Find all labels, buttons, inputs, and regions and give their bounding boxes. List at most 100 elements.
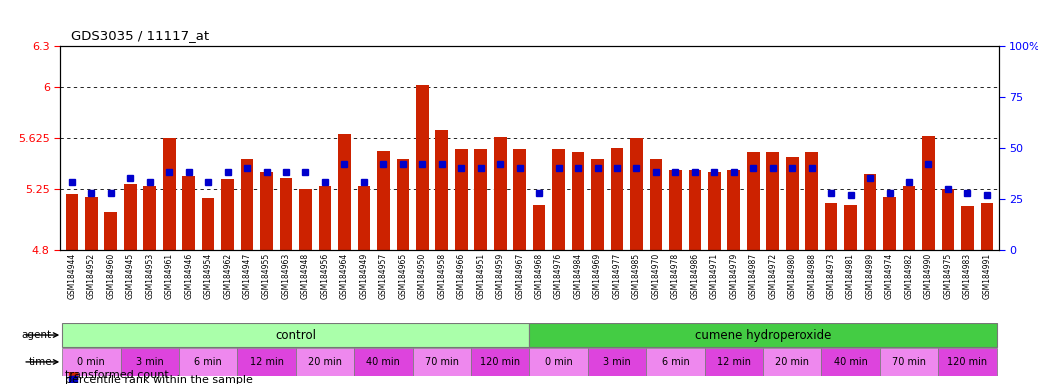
Bar — [786, 157, 798, 250]
Bar — [728, 170, 740, 250]
Text: GSM184955: GSM184955 — [262, 253, 271, 300]
Bar — [938, 348, 996, 376]
Bar — [903, 186, 916, 250]
Text: GSM184966: GSM184966 — [457, 253, 466, 300]
Bar — [514, 149, 526, 250]
Text: GSM184972: GSM184972 — [768, 253, 777, 300]
Bar — [864, 174, 876, 250]
Text: 70 min: 70 min — [425, 357, 459, 367]
Text: GSM184950: GSM184950 — [418, 253, 427, 300]
Bar — [319, 186, 331, 250]
Text: GSM184948: GSM184948 — [301, 253, 310, 300]
Bar — [299, 189, 311, 250]
Text: GSM184978: GSM184978 — [671, 253, 680, 300]
Text: 12 min: 12 min — [249, 357, 283, 367]
Text: GSM184990: GSM184990 — [924, 253, 933, 300]
Bar — [241, 159, 253, 250]
Text: GSM184965: GSM184965 — [399, 253, 407, 300]
Bar — [747, 152, 760, 250]
Bar — [494, 137, 507, 250]
Text: 3 min: 3 min — [603, 357, 631, 367]
Text: GSM184976: GSM184976 — [554, 253, 563, 300]
Text: GSM184951: GSM184951 — [476, 253, 485, 300]
Text: 40 min: 40 min — [834, 357, 868, 367]
Bar — [179, 348, 238, 376]
Bar — [941, 189, 954, 250]
Bar — [124, 184, 137, 250]
Bar — [821, 348, 880, 376]
Text: GSM184961: GSM184961 — [165, 253, 173, 300]
Text: GSM184973: GSM184973 — [826, 253, 836, 300]
Bar — [922, 136, 935, 250]
Bar — [688, 170, 702, 250]
Bar — [552, 149, 565, 250]
Text: GSM184977: GSM184977 — [612, 253, 622, 300]
Bar — [416, 85, 429, 250]
Bar — [436, 130, 448, 250]
Bar — [143, 186, 156, 250]
Bar — [120, 348, 179, 376]
Bar — [610, 148, 623, 250]
Bar — [763, 348, 821, 376]
Bar — [474, 149, 487, 250]
Text: GSM184960: GSM184960 — [106, 253, 115, 300]
Text: GSM184945: GSM184945 — [126, 253, 135, 300]
Text: 40 min: 40 min — [366, 357, 401, 367]
Text: GSM184979: GSM184979 — [730, 253, 738, 300]
Bar — [592, 159, 604, 250]
Text: percentile rank within the sample: percentile rank within the sample — [65, 375, 253, 384]
Text: time: time — [28, 357, 52, 367]
Bar — [221, 179, 234, 250]
Bar — [296, 348, 354, 376]
Bar — [105, 212, 117, 250]
Text: GSM184959: GSM184959 — [496, 253, 504, 300]
Bar — [85, 197, 98, 250]
Bar — [279, 178, 293, 250]
Bar — [357, 186, 371, 250]
Bar — [588, 348, 647, 376]
Text: GSM184964: GSM184964 — [339, 253, 349, 300]
Text: GSM184962: GSM184962 — [223, 253, 233, 300]
Text: GSM184989: GSM184989 — [866, 253, 875, 300]
Bar — [412, 348, 471, 376]
Text: cumene hydroperoxide: cumene hydroperoxide — [694, 329, 831, 341]
Bar — [630, 138, 643, 250]
Text: GSM184967: GSM184967 — [515, 253, 524, 300]
Bar — [766, 152, 780, 250]
Text: GSM184981: GSM184981 — [846, 253, 855, 299]
Text: 20 min: 20 min — [308, 357, 342, 367]
Text: GSM184944: GSM184944 — [67, 253, 77, 300]
Text: GSM184988: GSM184988 — [808, 253, 816, 299]
Text: transformed count: transformed count — [65, 370, 169, 380]
Text: 6 min: 6 min — [661, 357, 689, 367]
Bar — [532, 205, 545, 250]
Bar — [377, 151, 389, 250]
Bar — [163, 138, 175, 250]
Bar — [805, 152, 818, 250]
Text: GSM184982: GSM184982 — [904, 253, 913, 299]
Bar — [397, 159, 409, 250]
Bar — [62, 348, 120, 376]
Text: GSM184958: GSM184958 — [437, 253, 446, 300]
Bar — [201, 198, 215, 250]
Bar — [650, 159, 662, 250]
Text: GSM184983: GSM184983 — [963, 253, 972, 300]
Text: GSM184971: GSM184971 — [710, 253, 719, 300]
Text: 0 min: 0 min — [545, 357, 572, 367]
Text: GSM184985: GSM184985 — [632, 253, 640, 300]
Bar — [708, 172, 720, 250]
Bar — [238, 348, 296, 376]
Bar — [455, 149, 467, 250]
Bar — [705, 348, 763, 376]
Bar — [65, 194, 78, 250]
Text: GSM184954: GSM184954 — [203, 253, 213, 300]
Text: 0 min: 0 min — [78, 357, 105, 367]
Bar — [338, 134, 351, 250]
Bar — [825, 204, 838, 250]
Text: GDS3035 / 11117_at: GDS3035 / 11117_at — [71, 29, 209, 42]
Text: GSM184952: GSM184952 — [87, 253, 95, 300]
Bar — [62, 323, 529, 347]
Text: GSM184956: GSM184956 — [321, 253, 329, 300]
Text: control: control — [275, 329, 317, 341]
Text: 6 min: 6 min — [194, 357, 222, 367]
